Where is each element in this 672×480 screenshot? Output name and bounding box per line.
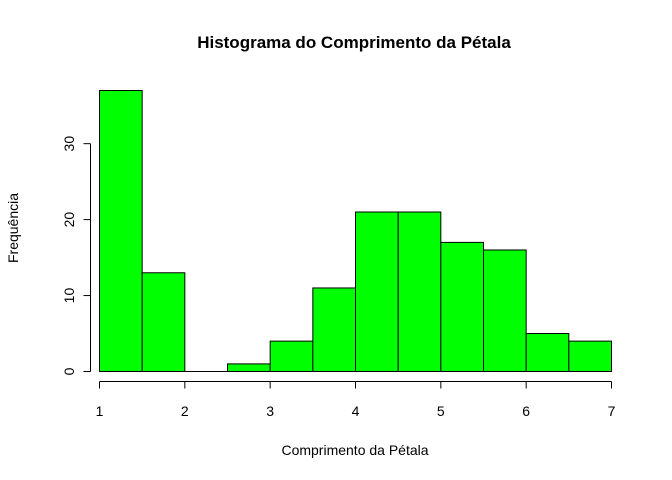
histogram-bar — [525, 333, 570, 373]
y-tick-label: 30 — [61, 136, 77, 152]
x-axis-label: Comprimento da Pétala — [281, 442, 428, 458]
histogram-bar — [312, 287, 357, 373]
x-tick-label: 1 — [96, 403, 104, 419]
histogram-bar — [568, 340, 612, 372]
y-tick-label: 0 — [61, 367, 77, 375]
x-tick-label: 4 — [352, 403, 360, 419]
histogram-bar — [440, 241, 485, 372]
histogram-bar — [355, 211, 399, 372]
bars-group — [99, 90, 612, 373]
x-tick-label: 3 — [266, 403, 274, 419]
histogram-bar — [397, 211, 442, 372]
histogram-bar — [483, 249, 527, 372]
x-tick-label: 7 — [608, 403, 616, 419]
histogram-bar — [227, 363, 271, 372]
histogram-bar — [269, 340, 314, 372]
x-tick-label: 5 — [437, 403, 445, 419]
y-tick-label: 20 — [61, 212, 77, 228]
chart-title: Histograma do Comprimento da Pétala — [197, 33, 511, 52]
y-axis: 0 10 20 30 — [61, 136, 91, 375]
histogram-bar — [99, 90, 143, 372]
y-tick-label: 10 — [61, 288, 77, 304]
x-tick-label: 2 — [181, 403, 189, 419]
x-axis: 1 2 3 4 5 6 7 — [96, 381, 616, 419]
histogram-bar — [141, 272, 186, 372]
x-tick-label: 6 — [522, 403, 530, 419]
y-axis-label: Frequência — [5, 193, 21, 263]
